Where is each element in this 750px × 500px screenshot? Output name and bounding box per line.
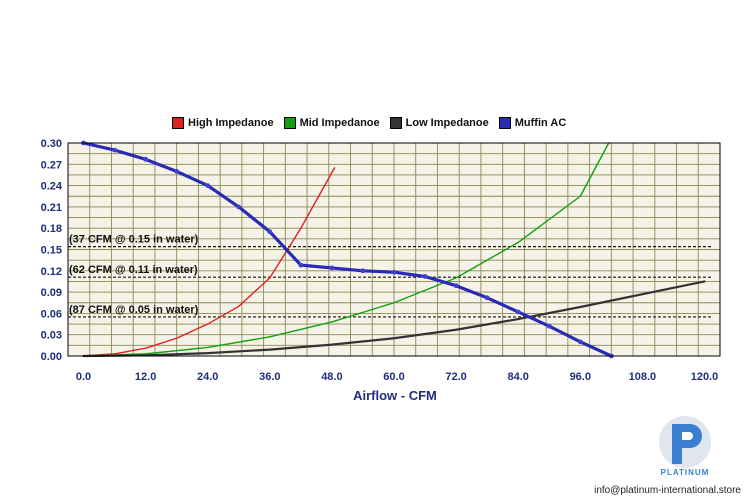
muffin-ac-point	[422, 274, 428, 279]
platinum-logo-icon	[659, 416, 711, 468]
x-tick-label: 48.0	[321, 371, 342, 383]
muffin-ac-point	[484, 295, 490, 301]
series-mid-impedance	[82, 142, 610, 357]
legend-swatch-muffin	[498, 117, 511, 129]
x-tick-label: 36.0	[259, 371, 280, 383]
x-tick-label: 24.0	[197, 371, 218, 383]
muffin-ac-point	[515, 309, 521, 315]
y-tick-label: 0.30	[41, 138, 62, 150]
y-tick-label: 0.00	[41, 351, 62, 363]
legend-item-high: High Impedanoe	[172, 117, 274, 129]
y-tick-label: 0.12	[41, 266, 62, 278]
y-tick-label: 0.24	[41, 181, 63, 193]
legend-item-low: Low Impedanoe	[389, 117, 489, 129]
plot-border	[67, 142, 721, 357]
y-tick-label: 0.27	[41, 159, 62, 171]
legend-swatch-low	[389, 117, 402, 129]
reference-line-label: (62 CFM @ 0.11 in water)	[69, 264, 198, 276]
muffin-ac-point	[329, 265, 335, 271]
series-high-impedance	[82, 167, 336, 357]
muffin-ac-point	[391, 269, 397, 275]
muffin-ac-point	[174, 169, 180, 174]
muffin-ac-point	[453, 283, 459, 289]
y-tick-label: 0.15	[41, 245, 62, 257]
muffin-ac-point	[112, 147, 117, 153]
muffin-ac-point	[267, 229, 273, 235]
reference-line-label: (37 CFM @ 0.15 in water)	[69, 234, 199, 246]
y-tick-labels: 0.00 0.03 0.06 0.09 0.12 0.15 0.18 0.21 0.24 0.27…	[41, 138, 63, 363]
x-tick-label: 108.0	[629, 371, 657, 383]
x-tick-labels: 0.0 12.0 24.0 36.0 48.0 60.0 72.0 84.0 96.0 108.0…	[76, 371, 718, 383]
muffin-ac-point	[546, 323, 552, 329]
legend-item-muffin: Muffin AC	[498, 117, 567, 129]
legend: High Impedanoe Mid Impedanoe Low Impedan…	[172, 117, 566, 129]
grid-lines	[67, 142, 721, 357]
x-tick-label: 72.0	[445, 371, 466, 383]
y-tick-label: 0.06	[41, 308, 62, 320]
x-tick-label: 96.0	[570, 371, 591, 383]
legend-label-muffin: Muffin AC	[514, 117, 567, 129]
legend-swatch-high	[172, 117, 184, 129]
x-tick-label: 84.0	[507, 371, 528, 383]
muffin-ac-point	[360, 268, 366, 274]
series-group	[81, 140, 706, 359]
y-tick-label: 0.09	[41, 287, 62, 299]
reference-line-label: (87 CFM @ 0.05 in water)	[69, 304, 199, 316]
x-tick-label: 60.0	[383, 371, 404, 383]
muffin-ac-point	[577, 339, 583, 345]
y-tick-label: 0.18	[41, 223, 62, 235]
series-muffin-ac	[81, 141, 613, 358]
x-axis-title: Airflow - CFM	[353, 388, 437, 403]
y-tick-label: 0.21	[41, 202, 62, 214]
y-tick-label: 0.03	[41, 330, 62, 342]
muffin-ac-point	[205, 183, 211, 189]
muffin-ac-point	[298, 262, 304, 268]
legend-label-low: Low Impedanoe	[405, 117, 489, 129]
legend-swatch-mid	[283, 117, 296, 129]
legend-item-mid: Mid Impedanoe	[283, 117, 380, 129]
series-low-impedance	[82, 280, 706, 358]
muffin-ac-point	[236, 204, 242, 210]
reference-lines: (37 CFM @ 0.15 in water) (62 CFM @ 0.11 i…	[68, 234, 712, 318]
logo-text: PLATINUM	[660, 468, 710, 477]
legend-label-mid: Mid Impedanoe	[299, 117, 380, 129]
legend-label-high: High Impedanoe	[188, 117, 274, 129]
contact-email[interactable]: info@platinum-international.store	[591, 484, 744, 497]
x-tick-label: 0.0	[76, 371, 91, 383]
x-tick-label: 12.0	[135, 371, 156, 383]
x-tick-label: 120.0	[691, 371, 719, 383]
muffin-ac-point	[143, 156, 149, 162]
